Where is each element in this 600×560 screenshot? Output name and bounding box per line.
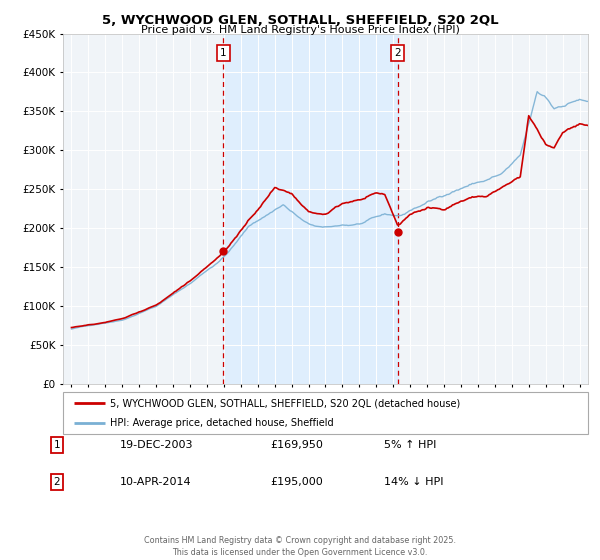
Text: Contains HM Land Registry data © Crown copyright and database right 2025.
This d: Contains HM Land Registry data © Crown c… xyxy=(144,536,456,557)
Text: 14% ↓ HPI: 14% ↓ HPI xyxy=(384,477,443,487)
Bar xyxy=(223,34,398,384)
Text: 19-DEC-2003: 19-DEC-2003 xyxy=(120,440,193,450)
Text: 2: 2 xyxy=(395,48,401,58)
Text: HPI: Average price, detached house, Sheffield: HPI: Average price, detached house, Shef… xyxy=(110,418,334,428)
Text: 10-APR-2014: 10-APR-2014 xyxy=(120,477,191,487)
Text: £195,000: £195,000 xyxy=(270,477,323,487)
Text: Price paid vs. HM Land Registry's House Price Index (HPI): Price paid vs. HM Land Registry's House … xyxy=(140,25,460,35)
Text: 5% ↑ HPI: 5% ↑ HPI xyxy=(384,440,436,450)
Text: 1: 1 xyxy=(53,440,61,450)
Text: £169,950: £169,950 xyxy=(270,440,323,450)
Text: 2: 2 xyxy=(53,477,61,487)
Text: 5, WYCHWOOD GLEN, SOTHALL, SHEFFIELD, S20 2QL: 5, WYCHWOOD GLEN, SOTHALL, SHEFFIELD, S2… xyxy=(101,14,499,27)
FancyBboxPatch shape xyxy=(63,392,588,434)
Text: 5, WYCHWOOD GLEN, SOTHALL, SHEFFIELD, S20 2QL (detached house): 5, WYCHWOOD GLEN, SOTHALL, SHEFFIELD, S2… xyxy=(110,398,461,408)
Text: 1: 1 xyxy=(220,48,227,58)
